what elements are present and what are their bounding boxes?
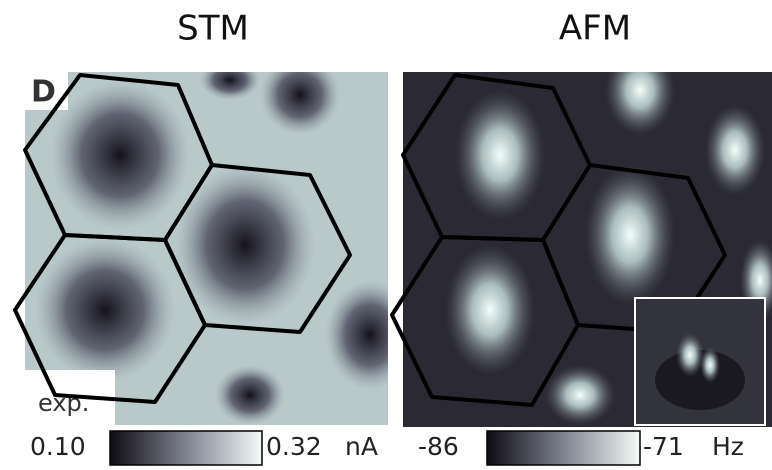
colorbar-min: 0.10 [30,432,86,461]
stm-image [25,55,415,425]
afm-inset [635,298,765,425]
colorbar-unit: nA [345,432,378,461]
note: exp. [38,389,89,417]
colorbar [110,431,262,465]
colorbar-max: -71 [643,432,684,461]
panel-title: STM [177,9,249,49]
panel-title: AFM [559,9,631,49]
colorbar-max: 0.32 [266,432,322,461]
colorbar [487,431,640,465]
figure: STM AFM D exp. 0.10 0.32 nA -86 [0,0,772,470]
panel-label: D [31,75,56,110]
colorbar-unit: Hz [712,432,744,461]
colorbar-min: -86 [418,432,459,461]
